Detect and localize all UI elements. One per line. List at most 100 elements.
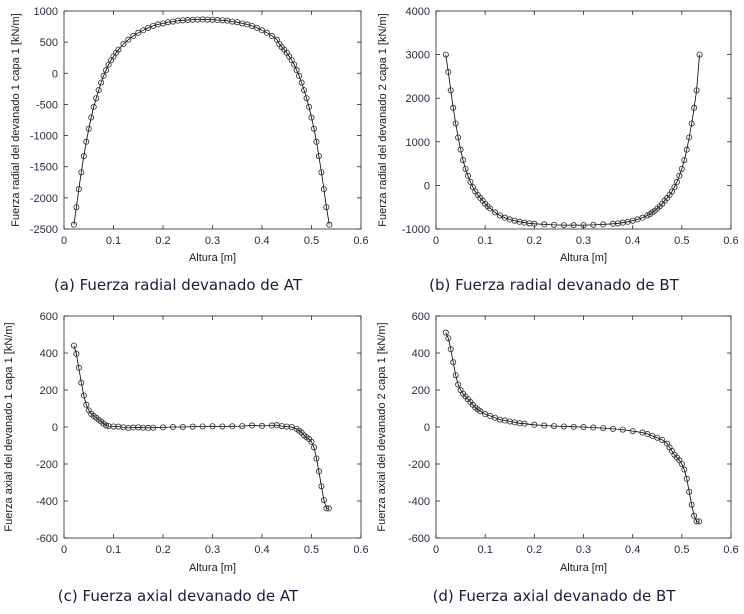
y-tick-label: 400 [412, 348, 430, 360]
data-point [268, 32, 275, 39]
data-point [75, 364, 82, 371]
data-point [686, 134, 693, 141]
data-point [693, 518, 700, 525]
data-point [73, 350, 80, 357]
x-tick-label: 0.6 [723, 544, 738, 556]
y-tick-label: 3000 [406, 50, 430, 62]
data-point [455, 134, 462, 141]
data-point [442, 51, 449, 58]
y-tick-label: -400 [36, 496, 58, 508]
data-point [673, 178, 680, 185]
y-axis-label: Fuerza radial del devanado 2 capa 1 [kN/… [377, 13, 389, 226]
data-point [580, 222, 587, 229]
x-tick-label: 0 [433, 544, 439, 556]
data-point [179, 423, 186, 430]
data-point [310, 444, 317, 451]
data-point [639, 214, 646, 221]
data-point [477, 408, 484, 415]
data-point [125, 36, 132, 43]
data-point [100, 72, 107, 79]
data-point [83, 401, 90, 408]
data-point [696, 51, 703, 58]
data-point [301, 87, 308, 94]
data-point [308, 438, 315, 445]
data-point [308, 114, 315, 121]
data-point [150, 424, 157, 431]
data-point [115, 46, 122, 53]
data-point [686, 488, 693, 495]
data-point [318, 483, 325, 490]
x-tick-label: 0.3 [576, 235, 591, 247]
data-point [298, 79, 305, 86]
data-point [209, 423, 216, 430]
data-point [258, 27, 265, 34]
subplot-b: 0 0.1 0.2 0.3 0.4 0.5 0.6-10000100020003000400… [377, 6, 739, 294]
data-point [688, 120, 695, 127]
data-point [288, 57, 295, 64]
data-point [551, 221, 558, 228]
data-point [683, 475, 690, 482]
data-point [293, 67, 300, 74]
y-tick-label: 600 [40, 311, 58, 323]
y-tick-label: 0 [424, 180, 430, 192]
data-point [455, 381, 462, 388]
y-tick-label: 500 [40, 37, 58, 49]
data-point [460, 157, 467, 164]
data-point [462, 165, 469, 172]
x-tick-label: 0.1 [478, 544, 493, 556]
x-tick-label: 0.3 [576, 544, 591, 556]
data-point [693, 87, 700, 94]
x-tick-label: 0.5 [674, 235, 689, 247]
x-tick-label: 0.6 [723, 235, 738, 247]
data-point [671, 184, 678, 191]
data-point [80, 392, 87, 399]
data-point [303, 95, 310, 102]
data-point [315, 153, 322, 160]
y-tick-label: -200 [408, 459, 430, 471]
data-point [323, 204, 330, 211]
y-axis-label: Fuerza axial del devanado 2 capa 1 [kN/m… [376, 322, 388, 531]
data-point [73, 204, 80, 211]
y-tick-label: 400 [40, 348, 58, 360]
data-point [70, 221, 77, 228]
y-tick-label: 2000 [406, 93, 430, 105]
subfigure-caption: (b) Fuerza radial devanado de BT [429, 276, 680, 294]
data-point [445, 335, 452, 342]
data-point [258, 422, 265, 429]
data-point [249, 422, 256, 429]
data-point [654, 434, 661, 441]
data-point [98, 79, 105, 86]
data-point [325, 505, 332, 512]
data-point [688, 501, 695, 508]
y-tick-label: 1000 [406, 137, 430, 149]
data-point [75, 186, 82, 193]
data-point [450, 104, 457, 111]
y-axis-label: Fuerza axial del devanado 1 capa 1 [kN/m… [3, 322, 15, 531]
subplot-a: 0 0.1 0.2 0.3 0.4 0.5 0.6 -2500 -2000 -1500 -1000 -… [10, 6, 369, 294]
data-point [90, 103, 97, 110]
y-tick-label: 600 [412, 311, 430, 323]
data-point [590, 424, 597, 431]
y-tick-label: 4000 [406, 6, 430, 18]
data-point [159, 424, 166, 431]
data-point [610, 425, 617, 432]
data-point [683, 146, 690, 153]
data-point [600, 221, 607, 228]
data-point [78, 169, 85, 176]
data-point [145, 24, 152, 31]
data-point [313, 455, 320, 462]
y-tick-label: -1500 [30, 162, 58, 174]
data-point [229, 423, 236, 430]
data-point [551, 423, 558, 430]
data-point [570, 222, 577, 229]
x-tick-label: 0.5 [304, 544, 319, 556]
data-point [130, 32, 137, 39]
data-point [560, 423, 567, 430]
data-point [310, 125, 317, 132]
data-point [467, 178, 474, 185]
x-tick-label: 0.4 [254, 544, 269, 556]
y-tick-label: -500 [36, 99, 58, 111]
y-tick-label: 0 [424, 422, 430, 434]
x-tick-label: 0.5 [674, 544, 689, 556]
y-tick-label: -1000 [30, 131, 58, 143]
